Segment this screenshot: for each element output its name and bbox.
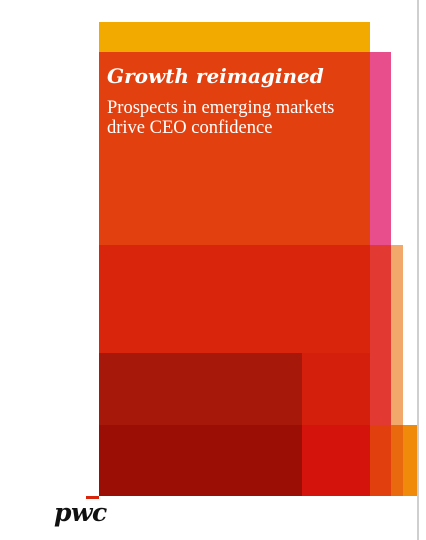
- orange-red-block: [99, 52, 370, 245]
- bottom-dark-block: [99, 425, 302, 496]
- cover-subtitle: Prospects in emerging markets drive CEO …: [107, 98, 407, 138]
- subtitle-line-1: Prospects in emerging markets: [107, 98, 335, 118]
- pwc-logo: pwc: [54, 498, 107, 527]
- cover-title: Growth reimagined: [107, 64, 324, 88]
- pink-block: [370, 52, 391, 245]
- subtitle-line-2: drive CEO confidence: [107, 118, 273, 138]
- bottom-amber-block: [403, 425, 417, 496]
- bottom-orange-block: [391, 425, 403, 496]
- page-edge: [417, 0, 419, 540]
- bottom-orange-red-block: [370, 425, 391, 496]
- peach-strip-block: [391, 245, 403, 425]
- red-strip-block: [370, 245, 391, 425]
- logo-accent-bar: [86, 496, 99, 499]
- bottom-red-block: [302, 425, 370, 496]
- red-square-block: [302, 353, 370, 425]
- dark-red-block: [99, 353, 302, 425]
- red-block: [99, 245, 370, 353]
- yellow-block: [99, 22, 370, 52]
